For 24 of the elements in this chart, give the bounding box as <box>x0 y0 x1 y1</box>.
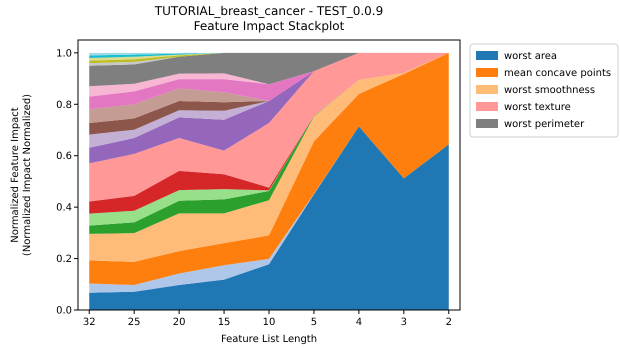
y-tick-label: 0.6 <box>56 151 72 162</box>
x-tick-label: 2 <box>446 317 452 328</box>
x-tick-label: 3 <box>400 317 408 328</box>
chart-title: TUTORIAL_breast_cancer - TEST_0.0.9 <box>154 4 384 18</box>
x-tick-label: 5 <box>310 317 318 328</box>
x-axis-title: Feature List Length <box>220 334 318 345</box>
y-tick-label: 0.0 <box>56 306 72 316</box>
x-tick-label: 4 <box>356 317 362 328</box>
y-axis-title: Normalized Feature Impact (Normalized Impact Normalized) <box>10 94 33 256</box>
x-tick-label: 15 <box>218 317 230 328</box>
legend-label: mean concave points <box>504 68 612 79</box>
x-tick-label: 20 <box>172 317 186 328</box>
legend-label: worst perimeter <box>504 119 586 130</box>
y-tick-label: 1.0 <box>56 48 72 60</box>
legend-label: worst texture <box>504 102 571 113</box>
y-tick-label: 0.2 <box>56 254 72 266</box>
legend-label: worst area <box>504 51 558 62</box>
y-tick-label: 0.4 <box>56 202 72 214</box>
chart-subtitle: Feature Impact Stackplot <box>194 19 345 33</box>
x-tick-label: 25 <box>128 317 141 328</box>
legend-label: worst smoothness <box>504 85 596 96</box>
x-tick-label: 32 <box>82 317 96 328</box>
y-tick-label: 0.8 <box>56 100 72 111</box>
x-tick-label: 10 <box>262 317 276 328</box>
